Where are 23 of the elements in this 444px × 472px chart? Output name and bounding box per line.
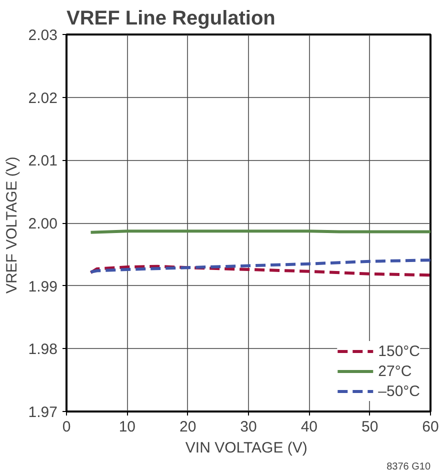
x-axis-title: VIN VOLTAGE (V) [185,440,308,456]
y-tick-label: 2.00 [28,216,58,232]
x-tick-label: 20 [179,418,196,436]
x-tick-label: 40 [300,418,318,436]
x-tick-label: 0 [62,418,71,436]
y-tick-label: 1.99 [28,278,58,296]
y-tick-label: 2.02 [28,90,58,107]
y-tick-label: 2.03 [28,27,58,44]
y-tick-label: 2.01 [28,152,58,170]
legend-label: 27°C [378,362,412,380]
line-series [89,264,430,277]
y-tick-label: 1.98 [28,341,58,358]
legend-label: –50°C [378,382,420,400]
x-tick-label: 30 [240,418,257,436]
x-tick-label: 60 [422,418,439,436]
y-tick-label: 1.97 [28,404,58,421]
text: 8376 G10 [386,462,431,472]
y-axis-title: VREF VOLTAGE (V) [3,156,20,294]
x-tick-label: 50 [361,418,378,436]
x-tick-label: 10 [118,418,136,436]
line-series [89,258,430,274]
legend-label: 150°C [378,342,420,360]
chart-title: VREF Line Regulation [66,8,276,30]
